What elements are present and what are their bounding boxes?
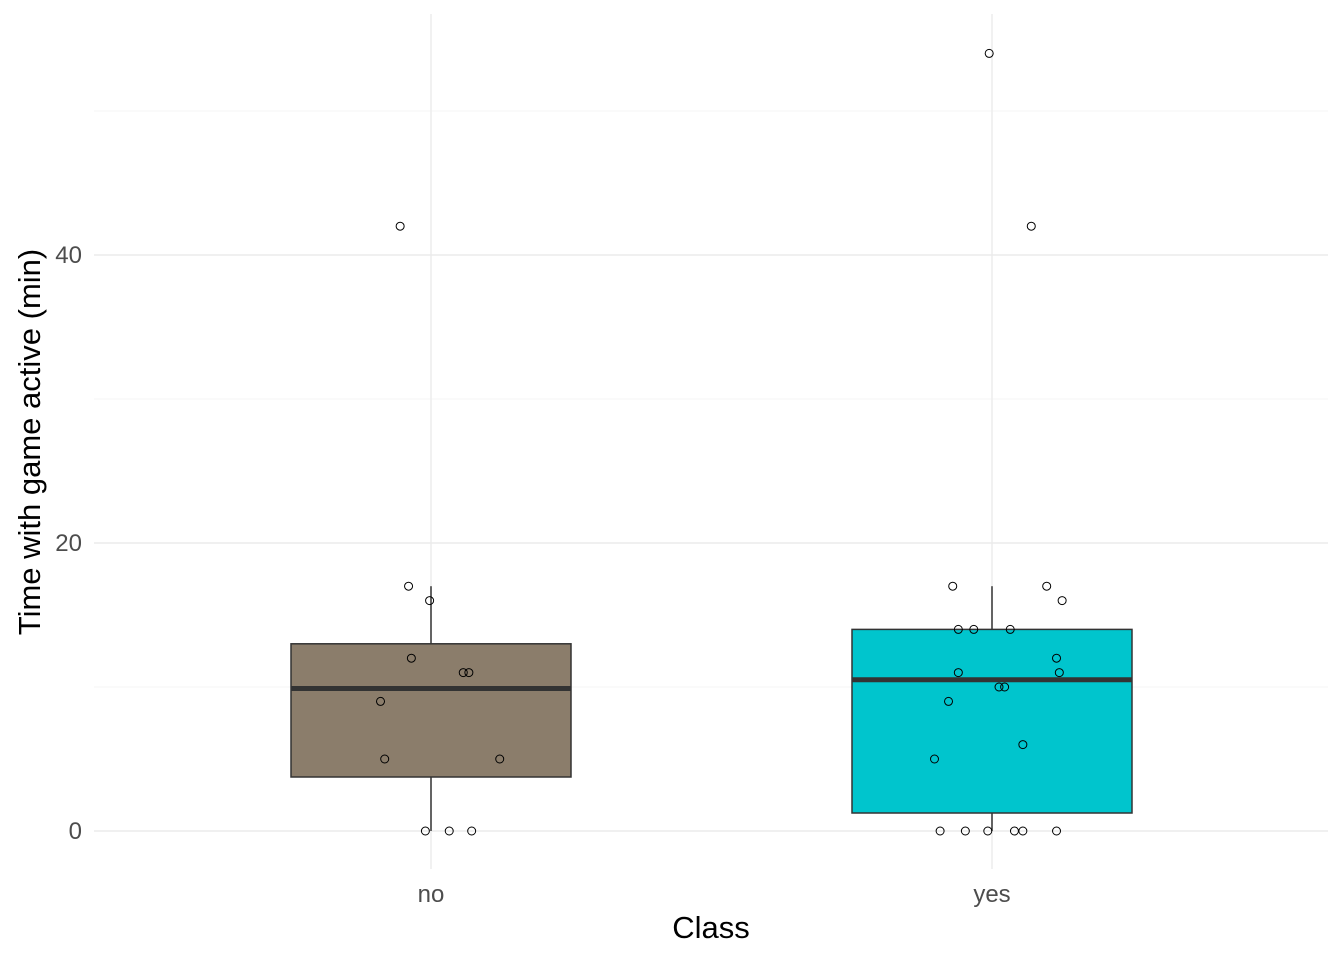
- data-point: [1054, 668, 1064, 678]
- box-layer: [290, 586, 1133, 831]
- data-point: [953, 624, 963, 634]
- data-point: [1052, 653, 1062, 663]
- data-point: [404, 581, 414, 591]
- y-tick-label: 20: [55, 530, 82, 557]
- data-point: [1005, 624, 1015, 634]
- data-point: [1018, 740, 1028, 750]
- data-point: [1000, 682, 1010, 692]
- data-point: [969, 624, 979, 634]
- data-point: [1052, 826, 1062, 836]
- data-point: [983, 826, 993, 836]
- data-point: [948, 581, 958, 591]
- data-point: [376, 696, 386, 706]
- plot-grid: [94, 14, 1328, 869]
- data-point: [380, 754, 390, 764]
- data-point: [944, 696, 954, 706]
- data-point: [1026, 221, 1036, 231]
- data-point: [1042, 581, 1052, 591]
- y-tick-label: 0: [69, 818, 82, 845]
- data-point: [464, 668, 474, 678]
- data-point: [1057, 596, 1067, 606]
- data-point: [495, 754, 505, 764]
- data-point: [935, 826, 945, 836]
- point-layer: [376, 48, 1067, 836]
- box-yes: [851, 628, 1133, 814]
- data-point: [420, 826, 430, 836]
- data-point: [929, 754, 939, 764]
- y-axis-title: Time with game active (min): [12, 249, 47, 635]
- box-no: [290, 643, 572, 778]
- data-point: [467, 826, 477, 836]
- data-point: [953, 668, 963, 678]
- y-tick-label: 40: [55, 242, 82, 269]
- data-point: [1018, 826, 1028, 836]
- data-point: [425, 596, 435, 606]
- x-axis-title: Class: [672, 910, 750, 945]
- data-point: [406, 653, 416, 663]
- x-tick-label: yes: [973, 881, 1010, 908]
- data-point: [984, 48, 994, 58]
- x-tick-label: no: [418, 881, 445, 908]
- y-axis-ticks: 0 20 40: [55, 242, 82, 845]
- x-axis-ticks: no yes: [418, 881, 1011, 908]
- data-point: [395, 221, 405, 231]
- data-point: [994, 682, 1004, 692]
- data-point: [444, 826, 454, 836]
- data-point: [458, 668, 468, 678]
- data-point: [960, 826, 970, 836]
